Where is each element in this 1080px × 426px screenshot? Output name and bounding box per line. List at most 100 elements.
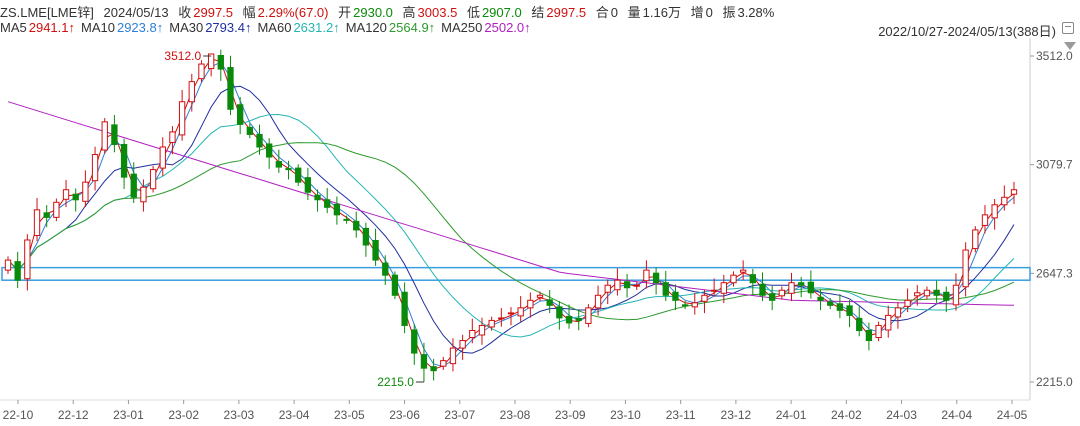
oi-label: 合 xyxy=(595,5,609,20)
x-tick-label: 23-02 xyxy=(168,408,199,422)
x-tick-label: 24-04 xyxy=(941,408,972,422)
x-tick-label: 23-08 xyxy=(500,408,531,422)
x-tick-label: 24-05 xyxy=(997,408,1028,422)
x-tick-label: 23-11 xyxy=(666,408,696,422)
x-tick-label: 23-05 xyxy=(334,408,365,422)
ma-value-ma60: 2631.2↑ xyxy=(293,20,340,35)
x-tick-label: 23-01 xyxy=(113,408,144,422)
candle-body xyxy=(865,329,873,342)
date-label: 2024/05/13 xyxy=(103,5,169,20)
candle-body xyxy=(169,131,176,143)
candle-body xyxy=(401,291,408,326)
candle-body xyxy=(478,324,486,336)
candle-body xyxy=(82,181,89,202)
candle-body xyxy=(256,133,263,148)
candle-body xyxy=(769,293,776,301)
add-value: 0 xyxy=(705,5,713,20)
x-tick-label: 22-12 xyxy=(58,408,89,422)
ma-name-ma30: MA30 xyxy=(169,20,204,35)
quote-header: ZS.LME[LME锌] 2024/05/13 收 2997.5 幅 2.29%(6… xyxy=(0,2,780,20)
low-value: 2907.0 xyxy=(481,5,522,20)
x-tick-label: 24-02 xyxy=(831,408,862,422)
calendar-icon[interactable] xyxy=(1062,22,1074,34)
candle-body xyxy=(614,279,621,291)
x-tick-label: 23-10 xyxy=(610,408,641,422)
change-value: 2.29%(67.0) xyxy=(257,5,329,20)
candle-body xyxy=(662,282,669,296)
x-tick-label: 22-10 xyxy=(3,408,34,422)
candle-body xyxy=(236,104,244,125)
candle-body xyxy=(488,319,495,328)
candle-body xyxy=(827,301,834,306)
candle-body xyxy=(594,294,602,309)
candle-body xyxy=(546,299,553,306)
candle-body xyxy=(207,53,215,70)
candle-body xyxy=(807,281,815,294)
amp-value: 3.28% xyxy=(737,5,775,20)
x-tick-label: 23-12 xyxy=(721,408,752,422)
candle-body xyxy=(914,292,921,297)
candle-body xyxy=(991,204,998,219)
dropdown-arrow-icon[interactable] xyxy=(1064,42,1076,50)
x-tick-label: 23-06 xyxy=(389,408,420,422)
candle-body xyxy=(836,303,844,311)
candle-body xyxy=(933,289,940,296)
candle-body xyxy=(720,282,727,294)
candle-body xyxy=(391,274,399,296)
candle-body xyxy=(943,291,950,301)
candle-body xyxy=(739,269,747,273)
candle-body xyxy=(62,189,70,200)
candle-body xyxy=(643,269,650,282)
candle-body xyxy=(382,262,389,276)
ma-name-ma10: MA10 xyxy=(81,20,115,35)
candle-body xyxy=(324,199,331,208)
candle-body xyxy=(604,284,611,293)
x-tick-label: 24-01 xyxy=(776,408,807,422)
close-label: 收 xyxy=(178,5,192,20)
candle-body xyxy=(33,209,41,236)
y-tick-label: 3079.7 xyxy=(1036,158,1073,172)
candle-body xyxy=(101,121,108,151)
ma60-line xyxy=(7,113,1015,338)
open-label: 开 xyxy=(338,5,352,20)
candle-body xyxy=(449,347,457,365)
candle-body xyxy=(469,329,476,339)
candle-body xyxy=(652,272,660,284)
close-value: 2997.5 xyxy=(193,5,234,20)
high-value: 3003.5 xyxy=(417,5,458,20)
candle-body xyxy=(430,366,437,372)
high-label: 高 xyxy=(402,5,416,20)
candle-body xyxy=(923,289,931,297)
candle-body xyxy=(111,124,118,145)
candle-body xyxy=(159,146,166,169)
candle-body xyxy=(188,81,195,103)
candle-body xyxy=(217,54,224,70)
candle-body xyxy=(904,299,911,307)
ma-value-ma250: 2502.0↑ xyxy=(484,20,531,35)
oi-value: 0 xyxy=(610,5,618,20)
candle-body xyxy=(981,214,989,226)
candle-body xyxy=(440,360,447,367)
open-value: 2930.0 xyxy=(353,5,393,20)
candle-body xyxy=(798,282,805,286)
candle-body xyxy=(53,201,60,218)
candle-body xyxy=(343,218,350,221)
candle-body xyxy=(952,284,960,306)
candle-body xyxy=(536,294,544,298)
amp-label: 振 xyxy=(722,5,736,20)
low-annotation-label: 2215.0 xyxy=(377,375,414,389)
candle-body xyxy=(778,289,786,297)
x-tick-label: 23-07 xyxy=(444,408,475,422)
x-tick-label: 23-09 xyxy=(555,408,586,422)
candle-body xyxy=(372,239,379,261)
ma-name-ma120: MA120 xyxy=(345,20,387,35)
candle-body xyxy=(507,312,515,315)
candle-body xyxy=(140,186,147,203)
candle-body xyxy=(846,305,853,316)
candle-body xyxy=(459,340,466,349)
candle-body xyxy=(788,282,795,294)
low-label: 低 xyxy=(466,5,480,20)
candle-body xyxy=(623,281,631,289)
highlight-box xyxy=(1,266,1031,281)
